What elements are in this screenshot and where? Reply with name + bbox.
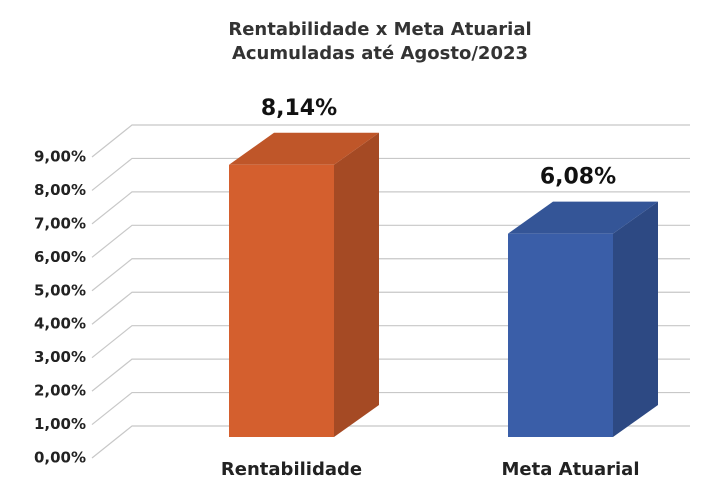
y-tick-label: 1,00% (34, 415, 86, 433)
y-tick-label: 0,00% (34, 449, 86, 467)
x-tick-label: Rentabilidade (221, 459, 362, 480)
grid-line (91, 224, 690, 258)
grid-line (91, 391, 690, 426)
grid-line (91, 425, 690, 459)
bar-top (508, 201, 658, 234)
bar-top (229, 132, 379, 165)
y-tick-label: 8,00% (34, 181, 86, 199)
chart-subtitle: Acumuladas até Agosto/2023 (232, 43, 528, 64)
grid-line (91, 191, 690, 225)
value-label: 8,14% (261, 96, 337, 121)
grid-line (91, 325, 690, 359)
grid-line (91, 157, 690, 191)
x-tick-label: Meta Atuarial (502, 459, 640, 480)
grid-line (91, 358, 690, 392)
y-tick-label: 6,00% (34, 248, 86, 266)
y-tick-label: 4,00% (34, 315, 86, 333)
y-tick-label: 7,00% (34, 214, 86, 232)
grid-line (91, 258, 690, 292)
grid-line (91, 291, 690, 325)
bar (229, 164, 334, 438)
grid-line (91, 124, 690, 158)
bar (508, 233, 613, 437)
y-tick-label: 2,00% (34, 382, 86, 400)
y-tick-label: 5,00% (34, 281, 86, 299)
chart-title: Rentabilidade x Meta Atuarial (228, 19, 531, 40)
bar-side (613, 201, 658, 437)
value-label: 6,08% (540, 165, 616, 190)
y-tick-label: 3,00% (34, 348, 86, 366)
bar-side (334, 132, 379, 438)
y-tick-label: 9,00% (34, 148, 86, 166)
